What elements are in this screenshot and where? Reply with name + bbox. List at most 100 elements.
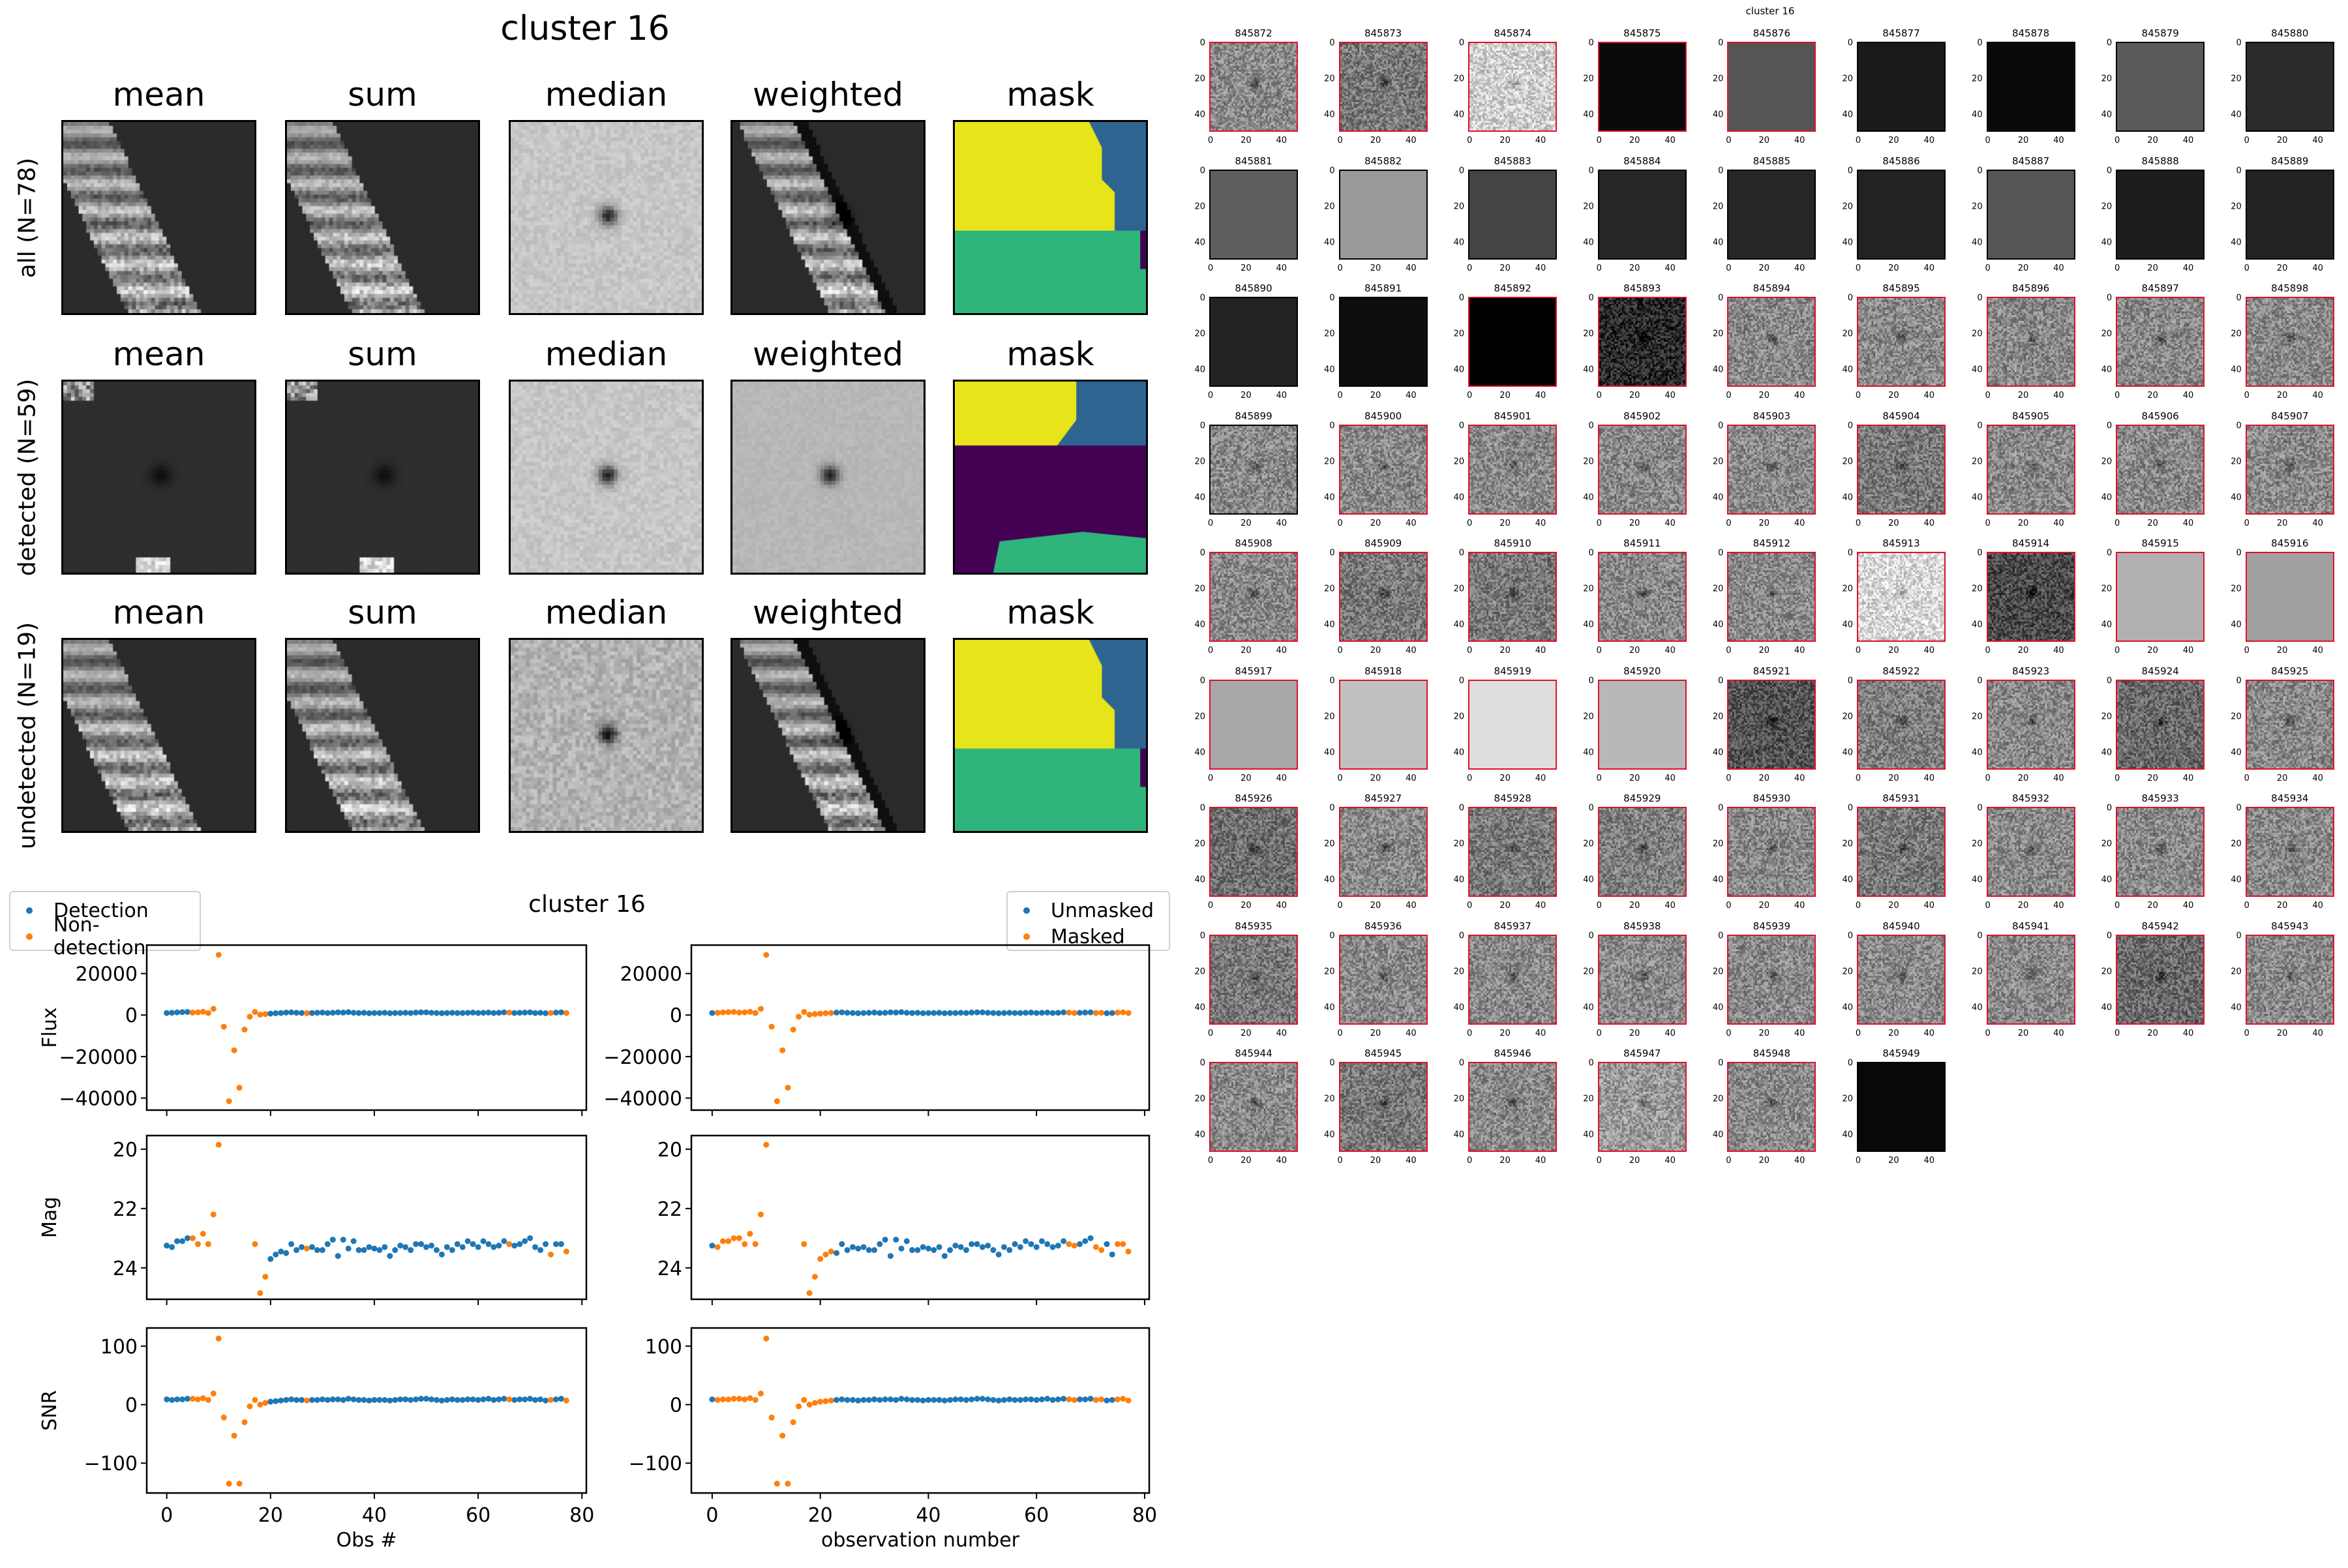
- thumbnail-image: [1338, 169, 1428, 260]
- thumbnail-id: 845894: [1753, 282, 1791, 294]
- x-tick-label: 40: [1794, 136, 1805, 145]
- x-tick-label: 0: [1726, 1156, 1732, 1166]
- thumbnail: 845932 0 0 20 20 40 40: [1972, 792, 2075, 911]
- thumbnail-image: [1727, 807, 1816, 897]
- detection-point: [433, 1010, 440, 1016]
- y-tick-label: 0: [2236, 421, 2242, 430]
- y-tick-label: −40000: [59, 1088, 138, 1111]
- thumbnail-image: [2116, 934, 2205, 1025]
- detection-point: [511, 1396, 518, 1403]
- x-tick-label: 40: [1923, 646, 1935, 656]
- thumbnail-image: [1338, 807, 1428, 897]
- y-tick-label: 40: [2231, 237, 2242, 248]
- thumbnail-image: [1597, 1062, 1687, 1152]
- x-tick-label: 20: [2147, 391, 2158, 400]
- detection-point: [860, 1244, 867, 1250]
- y-tick-label: 0: [1977, 293, 1983, 303]
- y-tick-label: 0: [2106, 931, 2113, 941]
- y-tick-label: −100: [629, 1453, 682, 1475]
- thumbnail: 845879 0 0 20 20 40 40: [2101, 27, 2205, 145]
- y-tick-label: 0: [1458, 38, 1465, 48]
- thumbnail-id: 845926: [1235, 792, 1272, 804]
- x-tick-label: 40: [2182, 901, 2194, 911]
- detection-point: [376, 1247, 383, 1254]
- x-tick-label: 20: [1370, 518, 1381, 528]
- thumbnail: 845928 0 0 20 20 40 40: [1454, 792, 1558, 911]
- column-title-mean: mean: [112, 594, 205, 631]
- x-tick-label: 20: [2276, 773, 2288, 783]
- x-tick-label: 20: [2017, 518, 2029, 528]
- detection-point: [273, 1010, 279, 1016]
- x-tick-label: 20: [1499, 646, 1511, 656]
- x-tick-label: 0: [1596, 518, 1602, 528]
- detection-point: [1012, 1010, 1018, 1016]
- y-tick-label: 0: [1977, 676, 1983, 686]
- y-tick-label: 20: [1842, 584, 1853, 594]
- detection-point: [423, 1396, 430, 1402]
- y-tick-label: 20: [1972, 839, 1983, 849]
- y-tick-label: 0: [125, 1395, 138, 1417]
- y-tick-label: 0: [2106, 803, 2113, 813]
- thumbnail-image: [2116, 297, 2205, 387]
- nondetection-point: [303, 1010, 310, 1016]
- y-tick-label: 0: [670, 1004, 682, 1027]
- unmasked-marker-icon: [1023, 907, 1030, 914]
- x-tick-label: 0: [1207, 518, 1214, 528]
- x-tick-label: 40: [2182, 646, 2194, 656]
- nondetection-point: [736, 1396, 742, 1402]
- detection-point: [387, 1253, 393, 1259]
- thumbnail-id: 845943: [2271, 920, 2309, 932]
- x-tick-label: 40: [1923, 263, 1935, 273]
- detection-point: [1061, 1238, 1067, 1244]
- x-tick-label: 20: [1629, 263, 1640, 273]
- detection-point: [1061, 1009, 1067, 1016]
- x-tick-label: 20: [1370, 391, 1381, 400]
- y-tick-label: 40: [1583, 747, 1594, 758]
- x-tick-label: 20: [1758, 518, 1770, 528]
- thumbnail-image: [1857, 552, 1946, 642]
- x-tick-label: 0: [2115, 901, 2120, 911]
- thumbnail-id: 845899: [1235, 410, 1272, 422]
- nondetection-point: [758, 1006, 764, 1012]
- detection-point: [418, 1009, 425, 1016]
- thumbnail-id: 845906: [2141, 410, 2179, 422]
- nondetection-point: [1098, 1247, 1105, 1254]
- y-tick-label: 0: [1847, 931, 1853, 941]
- detection-point: [552, 1396, 559, 1402]
- y-tick-label: 0: [1458, 548, 1465, 558]
- nondetection-point: [200, 1008, 206, 1015]
- detection-point: [371, 1010, 378, 1016]
- thumbnail-image: [1986, 297, 2075, 387]
- detection-point: [299, 1396, 305, 1403]
- thumbnail-id: 845915: [2141, 537, 2179, 549]
- detection-point: [402, 1244, 409, 1250]
- x-tick-label: 0: [2115, 391, 2120, 400]
- x-tick-label: 0: [1726, 901, 1732, 911]
- thumbnail-id: 845902: [1623, 410, 1661, 422]
- detection-point: [428, 1396, 434, 1402]
- detection-point: [903, 1238, 910, 1244]
- nondetection-point: [730, 1235, 737, 1241]
- x-tick-label: 20: [1629, 773, 1640, 783]
- nondetection-point: [194, 1241, 201, 1247]
- detection-point: [174, 1238, 181, 1244]
- detection-point: [839, 1241, 845, 1247]
- nondetection-point: [200, 1231, 206, 1237]
- y-tick-label: 40: [1842, 875, 1853, 885]
- x-tick-label: 40: [2312, 1028, 2323, 1038]
- detection-point: [361, 1396, 367, 1403]
- nondetection-point: [790, 1419, 796, 1425]
- thumbnail: 845934 0 0 20 20 40 40: [2231, 792, 2334, 911]
- detection-point: [444, 1010, 450, 1016]
- detection-point: [947, 1396, 954, 1403]
- detection-point: [1028, 1009, 1034, 1016]
- detection-point: [324, 1241, 331, 1247]
- x-tick-label: 40: [1535, 901, 1546, 911]
- nondetection-point: [747, 1231, 753, 1237]
- y-tick-label: 0: [1977, 38, 1983, 48]
- thumbnail: 845926 0 0 20 20 40 40: [1194, 792, 1298, 911]
- x-tick-label: 20: [1241, 1028, 1252, 1038]
- image-detected-sum: [285, 380, 480, 575]
- y-tick-label: 20: [1194, 202, 1205, 212]
- detection-point: [1082, 1009, 1089, 1016]
